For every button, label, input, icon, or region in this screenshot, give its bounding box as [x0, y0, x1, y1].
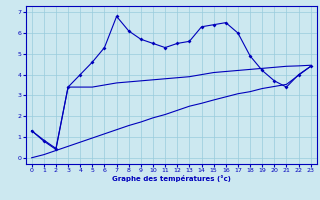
X-axis label: Graphe des températures (°c): Graphe des températures (°c)	[112, 175, 231, 182]
